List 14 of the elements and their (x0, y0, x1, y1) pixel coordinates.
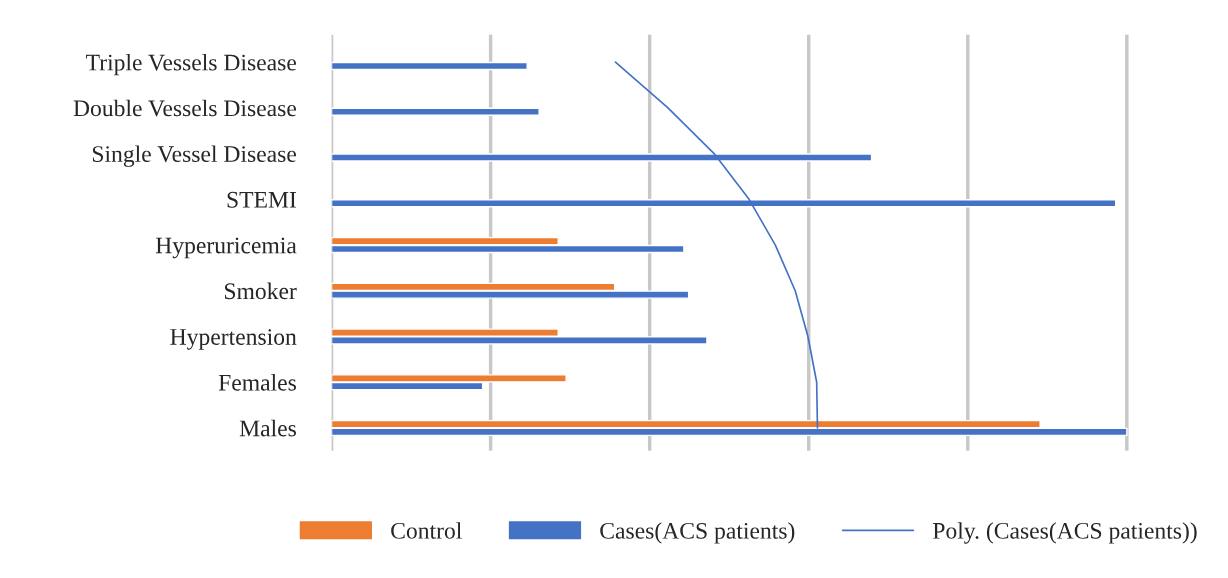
y-tick-label: Hypertension (170, 329, 297, 350)
y-tick-label: STEMI (227, 191, 297, 208)
y-tick-label: Smoker (224, 282, 297, 300)
legend-label: Poly. (Cases(ACS patients)) (932, 522, 1197, 544)
legend-label: Control (391, 522, 462, 539)
y-tick-label: Hyperuricemia (155, 237, 297, 259)
legend-label: Cases(ACS patients) (600, 522, 795, 544)
bar (331, 107, 540, 116)
y-tick-label: Double Vessels Disease (73, 99, 296, 117)
bar (331, 61, 528, 71)
y-tick-label: Males (239, 419, 296, 437)
y-tick-label: Females (218, 374, 296, 391)
y-tick-label: Single Vessel Disease (92, 145, 297, 167)
y-tick-label: Triple Vessels Disease (86, 53, 297, 76)
